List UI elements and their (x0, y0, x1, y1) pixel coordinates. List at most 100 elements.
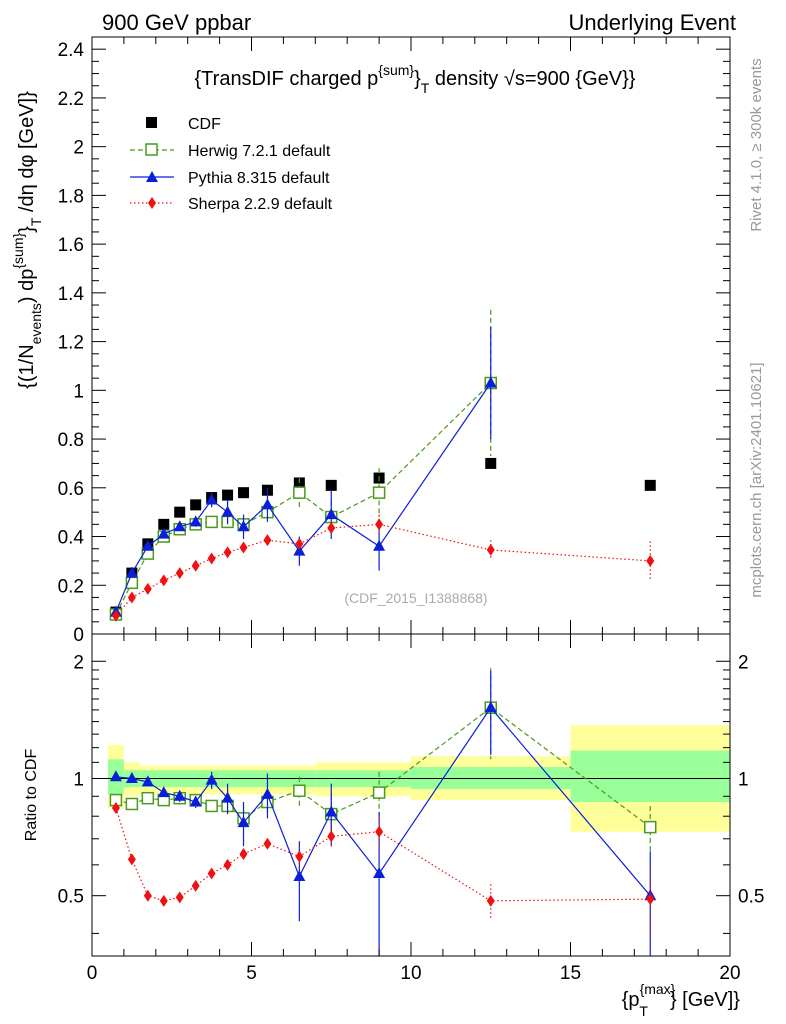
main-pythia-point (173, 520, 186, 532)
ratio-y-tick-label: 1 (73, 769, 84, 790)
ratio-herwig-point (205, 799, 218, 813)
ratio-pythia-point (373, 867, 386, 879)
ratio-x-tick-label: 20 (719, 963, 740, 984)
main-sherpa-point (159, 574, 168, 587)
ratio-y-tick-label: 0.5 (58, 887, 84, 908)
main-pythia-point (293, 544, 306, 556)
main-y-tick-label: 2.2 (58, 89, 84, 110)
ratio-plot: 0 5 10 15 20 0.5 0.5 1 1 2 2 Ratio to CDF {p{max} T… (23, 633, 764, 1019)
main-sherpa-point (223, 546, 232, 559)
main-sherpa-point (143, 582, 152, 595)
main-y-tick-label: 1.4 (58, 284, 85, 305)
ratio-pythia-point (173, 789, 186, 801)
x-axis-label: {p{max} T} [GeV]} (622, 981, 741, 1019)
ratio-sherpa-point (327, 830, 336, 843)
main-sherpa-point (239, 541, 248, 554)
ratio-x-tick-label: 10 (400, 963, 421, 984)
ratio-sherpa-point (175, 891, 184, 904)
legend-label-sherpa: Sherpa 2.2.9 default (188, 196, 333, 213)
main-plot-title: {TransDIF charged p{sum}}T density √s=90… (195, 62, 636, 96)
main-y-tick-label: 1 (73, 381, 84, 402)
main-y-axis-label: {(1/Nevents) dp{sum}}T /dη dφ [GeV]} (10, 91, 44, 389)
ratio-herwig-point (293, 784, 306, 798)
ratio-sherpa-point (191, 879, 200, 892)
main-y-tick-label: 0.6 (58, 479, 84, 500)
main-cdf-point (644, 479, 656, 491)
main-pythia-point (237, 520, 250, 532)
ratio-x-tick-label: 5 (246, 963, 257, 984)
main-cdf-point (238, 487, 250, 499)
ratio-pythia-point (237, 816, 250, 828)
ratio-sherpa-point (486, 894, 495, 907)
main-pythia-point (484, 376, 497, 388)
main-herwig-point (205, 515, 218, 529)
header-right-title: Underlying Event (568, 10, 736, 35)
main-cdf-point (485, 457, 497, 469)
main-y-tick-label: 2.4 (58, 40, 85, 61)
ratio-herwig-point (644, 820, 657, 834)
main-sherpa-point (327, 522, 336, 535)
ratio-sherpa-point (223, 858, 232, 871)
main-y-tick-label: 2 (73, 138, 84, 159)
main-herwig-point (372, 486, 386, 499)
main-pythia-point (141, 539, 154, 551)
ratio-sherpa-point (207, 867, 216, 880)
main-pythia-point (261, 498, 274, 510)
legend-marker-herwig (145, 143, 158, 156)
ratio-x-tick-label: 0 (87, 963, 98, 984)
ratio-pythia-point (141, 775, 154, 787)
ratio-sherpa-point (646, 893, 655, 906)
main-cdf-point (222, 489, 234, 501)
legend-marker-sherpa (148, 197, 156, 209)
main-cdf-point (158, 518, 170, 530)
ratio-pythia-point (125, 771, 138, 783)
main-sherpa-point (486, 543, 495, 556)
main-sherpa-line (115, 523, 651, 617)
header-left-title: 900 GeV ppbar (102, 10, 251, 35)
ratio-pythia-point (189, 795, 202, 807)
legend: CDF Herwig 7.2.1 default Pythia 8.315 de… (130, 116, 333, 213)
ratio-y-tick-label: 2 (73, 652, 84, 673)
ratio-pythia-point (325, 805, 338, 817)
ratio-pythia-point (221, 791, 234, 803)
main-cdf-point (190, 499, 202, 511)
legend-label-pythia: Pythia 8.315 default (188, 170, 330, 187)
ratio-sherpa-point (239, 847, 248, 860)
main-pythia-point (125, 566, 138, 578)
legend-marker-pythia (146, 171, 158, 182)
main-sherpa-point (295, 537, 304, 550)
ratio-y-tick-label-right: 2 (738, 652, 749, 673)
ratio-sherpa-point (143, 889, 152, 902)
ratio-pythia-point (261, 787, 274, 799)
ratio-y-tick-label-right: 0.5 (738, 887, 764, 908)
main-pythia-point (189, 515, 202, 527)
main-sherpa-point (207, 552, 216, 565)
ratio-sherpa-point (263, 837, 272, 850)
main-pythia-line (115, 382, 492, 613)
main-y-tick-label: 0.8 (58, 430, 84, 451)
main-y-tick-label: 0.4 (58, 528, 85, 549)
main-plot: 0 0.2 0.4 0.6 0.8 1 1.2 1.4 1.6 1.8 2 2.2 2.4 {Trans… (10, 36, 731, 646)
ratio-sherpa-point (295, 850, 304, 863)
ratio-pythia-point (157, 786, 170, 798)
main-cdf-point (174, 506, 186, 518)
ratio-herwig-point (141, 791, 155, 805)
main-pythia-point (373, 539, 386, 551)
main-pythia-point (221, 505, 234, 517)
ratio-pythia-point (484, 701, 497, 713)
main-y-tick-label: 1.2 (58, 333, 84, 354)
main-y-tick-label: 1.6 (58, 235, 84, 256)
ratio-sherpa-point (159, 894, 168, 907)
ratio-sherpa-point (375, 825, 384, 838)
legend-label-herwig: Herwig 7.2.1 default (188, 143, 331, 160)
ratio-pythia-point (109, 770, 122, 782)
main-cdf-point (325, 479, 337, 491)
main-sherpa-point (127, 591, 136, 604)
main-sherpa-point (175, 567, 184, 580)
main-sherpa-point (111, 609, 120, 622)
main-y-tick-label: 0 (73, 625, 84, 646)
legend-marker-cdf (146, 117, 157, 128)
ratio-x-tick-label: 15 (560, 963, 581, 984)
mcplots-side-label: mcplots.cern.ch [arXiv:2401.10621] (748, 362, 765, 597)
